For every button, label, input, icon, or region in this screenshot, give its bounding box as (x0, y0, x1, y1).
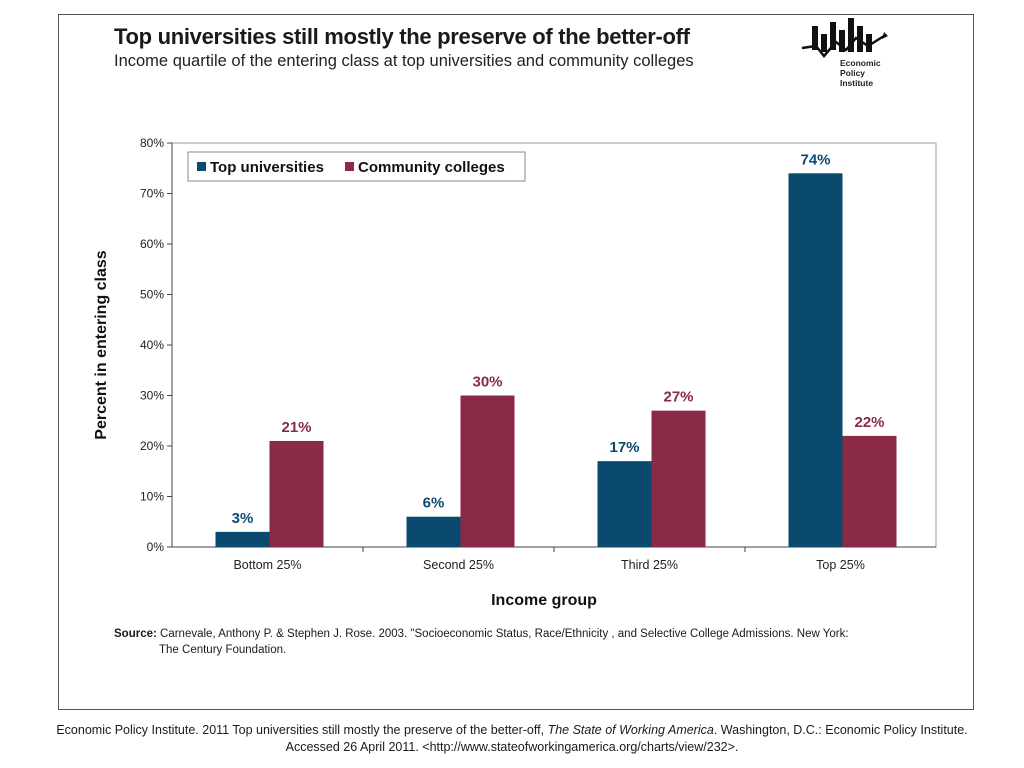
bar (460, 395, 515, 547)
bar (597, 461, 652, 547)
x-tick-label: Second 25% (423, 558, 494, 572)
citation-part2: . Washington, D.C.: Economic Policy Inst… (713, 723, 968, 737)
bar-value-label: 21% (281, 419, 311, 436)
y-axis-title: Percent in entering class (93, 250, 110, 440)
bar-value-label: 22% (854, 414, 884, 431)
bar-value-label: 27% (663, 389, 693, 406)
x-tick-label: Third 25% (621, 558, 678, 572)
x-tick-label: Bottom 25% (233, 558, 301, 572)
bar-value-label: 17% (609, 439, 639, 456)
bar-value-label: 30% (472, 374, 502, 391)
bar (215, 531, 270, 547)
bar (788, 173, 843, 548)
source-text-line1: Carnevale, Anthony P. & Stephen J. Rose.… (160, 628, 849, 640)
chart-title: Top universities still mostly the preser… (114, 24, 690, 49)
legend-box (187, 151, 526, 182)
y-tick-label: 50% (140, 288, 164, 302)
x-axis-title: Income group (491, 592, 597, 609)
bar-value-label: 74% (800, 151, 830, 168)
bar (406, 516, 461, 547)
bar-value-label: 6% (423, 495, 445, 512)
x-tick-label: Top 25% (816, 558, 865, 572)
y-tick-label: 10% (140, 490, 164, 504)
source-label: Source: (114, 628, 157, 640)
citation-part1: Economic Policy Institute. 2011 Top univ… (56, 723, 545, 737)
y-tick-label: 30% (140, 389, 164, 403)
logo-text: Economic Policy Institute (840, 58, 881, 88)
source-text-line2: The Century Foundation. (159, 644, 287, 656)
logo-line-institute: Institute (840, 78, 874, 88)
bar-value-label: 3% (232, 510, 254, 527)
y-tick-label: 60% (140, 237, 164, 251)
y-tick-label: 70% (140, 187, 164, 201)
bar (842, 435, 897, 547)
y-tick-label: 80% (140, 136, 164, 150)
citation-line1: Economic Policy Institute. 2011 Top univ… (0, 722, 1024, 739)
y-tick-label: 20% (140, 439, 164, 453)
citation-line2: Accessed 26 April 2011. <http://www.stat… (285, 740, 739, 754)
legend-swatch (197, 162, 206, 171)
chart-subtitle: Income quartile of the entering class at… (114, 52, 694, 70)
y-tick-label: 0% (147, 540, 165, 554)
citation-italic: The State of Working America (547, 723, 714, 737)
legend-label: Community colleges (358, 159, 505, 176)
citation: Economic Policy Institute. 2011 Top univ… (0, 722, 1024, 756)
logo-line-economic: Economic (840, 58, 881, 68)
legend-label: Top universities (210, 159, 324, 176)
bar-chart: 0% 10% 20% 30% 40% 50% 60% 70% 80% Bottom 25% Sec… (93, 136, 937, 609)
epi-logo-icon (801, 18, 888, 58)
y-tick-label: 40% (140, 338, 164, 352)
source-note: Source: Carnevale, Anthony P. & Stephen … (114, 626, 874, 658)
bar (269, 440, 324, 547)
bar (651, 410, 706, 547)
legend-swatch (345, 162, 354, 171)
logo-line-policy: Policy (840, 68, 866, 78)
